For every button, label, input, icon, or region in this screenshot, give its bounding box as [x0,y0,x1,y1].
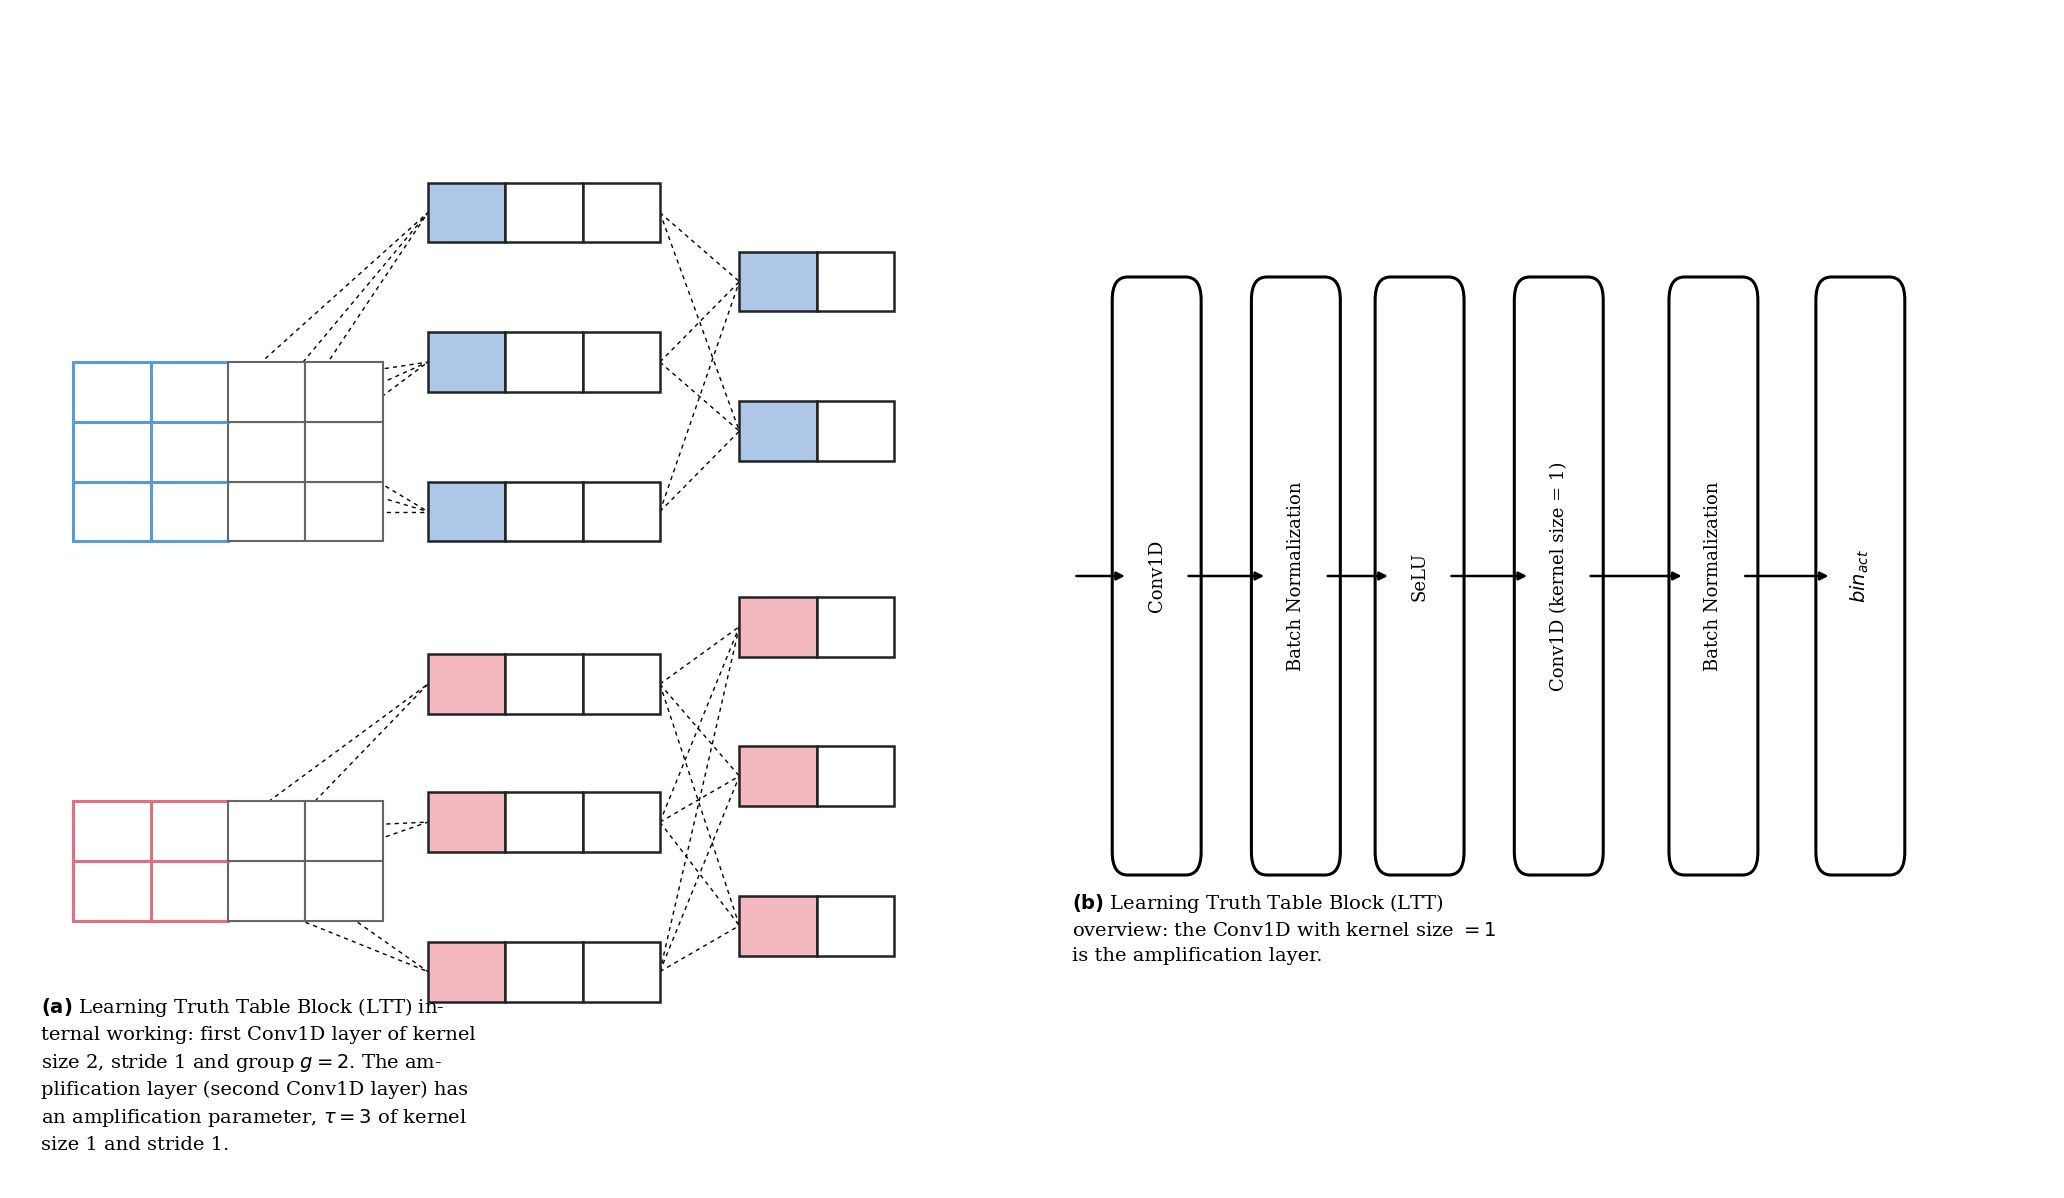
Bar [427,792,506,852]
Bar [74,801,151,861]
Bar [305,422,382,482]
Bar [74,362,151,422]
Bar [151,801,229,861]
Bar [582,482,660,541]
Bar [739,252,817,311]
Bar [74,422,151,482]
Bar [427,654,506,714]
FancyBboxPatch shape [1515,277,1604,875]
Bar [427,942,506,1002]
Bar [305,801,382,861]
FancyBboxPatch shape [1251,277,1340,875]
Bar [427,482,506,541]
Bar [74,482,151,541]
Bar [151,422,229,482]
Bar [151,362,229,422]
Bar [817,896,894,956]
Bar [151,861,229,921]
Text: $bin_{act}$: $bin_{act}$ [1849,549,1872,603]
Bar [305,861,382,921]
FancyBboxPatch shape [1112,277,1201,875]
Bar [582,792,660,852]
FancyBboxPatch shape [1816,277,1905,875]
Text: Conv1D: Conv1D [1148,540,1166,612]
Bar [739,597,817,657]
Bar [506,482,582,541]
Bar [151,482,229,541]
Bar [817,597,894,657]
Bar [739,746,817,806]
Bar [506,792,582,852]
Bar [427,332,506,392]
Bar [427,182,506,242]
Bar [582,942,660,1002]
Bar [506,942,582,1002]
Text: Batch Normalization: Batch Normalization [1286,482,1304,671]
FancyBboxPatch shape [1375,277,1463,875]
Bar [506,654,582,714]
Bar [229,482,305,541]
Bar [305,362,382,422]
Bar [506,332,582,392]
Bar [582,332,660,392]
Bar [739,896,817,956]
Bar [817,252,894,311]
Bar [582,654,660,714]
Bar [582,182,660,242]
Text: Batch Normalization: Batch Normalization [1705,482,1723,671]
Bar [229,801,305,861]
Text: SeLU: SeLU [1410,551,1428,600]
Bar [305,482,382,541]
Bar [229,422,305,482]
Bar [229,362,305,422]
Bar [817,746,894,806]
Bar [74,861,151,921]
Text: Conv1D (kernel size = 1): Conv1D (kernel size = 1) [1550,461,1569,691]
Text: $\mathbf{(b)}$ Learning Truth Table Block (LTT)
overview: the Conv1D with kernel: $\mathbf{(b)}$ Learning Truth Table Bloc… [1071,893,1496,966]
Bar [739,401,817,461]
Bar [817,401,894,461]
Bar [229,861,305,921]
Text: $\mathbf{(a)}$ Learning Truth Table Block (LTT) in-
ternal working: first Conv1D: $\mathbf{(a)}$ Learning Truth Table Bloc… [41,996,477,1154]
Bar [506,182,582,242]
FancyBboxPatch shape [1670,277,1759,875]
